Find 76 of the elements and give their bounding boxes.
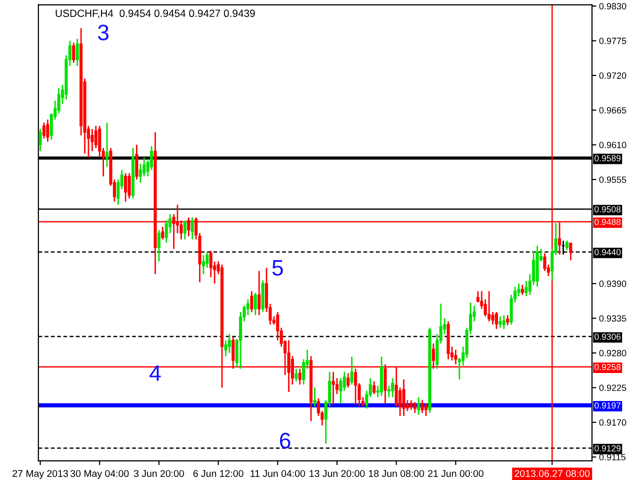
y-tick-label: 0.9170 <box>599 419 626 426</box>
y-tick-label: 0.9225 <box>599 384 626 391</box>
candlestick <box>387 385 390 398</box>
ref-line-label: 0.9488 <box>594 218 621 226</box>
candlestick <box>161 226 164 240</box>
candlestick <box>294 368 298 382</box>
y-tick-label: 0.9830 <box>599 3 626 10</box>
candlestick <box>391 377 394 398</box>
candlestick <box>346 372 350 388</box>
candlestick <box>105 122 109 168</box>
candlestick <box>157 229 160 262</box>
candlestick <box>332 371 335 406</box>
candlestick <box>372 380 376 395</box>
y-tick-label: 0.9390 <box>599 280 626 287</box>
candlestick <box>313 386 316 408</box>
candlestick <box>124 172 128 202</box>
candlestick <box>72 42 76 64</box>
annotation: 4 <box>150 365 161 381</box>
x-tick-label: 13 Jun 20:00 <box>310 470 365 477</box>
y-tick-label: 0.9665 <box>599 107 626 114</box>
x-tick-label: 21 Jun 00:00 <box>428 470 484 477</box>
candlestick <box>128 172 131 200</box>
candlestick <box>76 38 79 67</box>
candlestick <box>94 125 98 149</box>
candlestick <box>202 254 205 275</box>
candlestick <box>502 314 506 330</box>
candlestick <box>42 122 46 140</box>
candlestick <box>506 314 510 326</box>
candlestick <box>46 118 50 142</box>
candlestick <box>417 396 420 416</box>
candlestick <box>250 290 254 313</box>
x-tick-label: 11 Jun 04:00 <box>250 470 306 477</box>
candlestick <box>135 144 138 180</box>
candlestick <box>228 333 231 354</box>
x-tick-label: 3 Jun 20:00 <box>134 470 184 477</box>
candlestick <box>498 316 502 328</box>
x-tick-label: 27 May 2013 <box>12 470 68 479</box>
candlestick <box>424 402 428 417</box>
y-tick-label: 0.9335 <box>599 315 626 322</box>
candlestick <box>254 292 257 316</box>
candlestick <box>402 378 406 417</box>
ref-line-label: 0.9589 <box>594 155 621 162</box>
candlestick <box>520 284 524 296</box>
y-tick-label: 0.9720 <box>599 72 626 79</box>
candlestick <box>420 400 424 414</box>
candlestick <box>183 220 186 240</box>
y-tick-label: 0.9610 <box>599 142 626 148</box>
candlestick <box>569 242 572 261</box>
y-tick-label: 0.9555 <box>599 176 626 183</box>
ref-line-label: 0.9197 <box>594 402 621 409</box>
y-tick-label: 0.9115 <box>599 454 626 460</box>
candlestick <box>413 401 416 414</box>
ref-line-label: 0.9306 <box>594 334 621 340</box>
annotation: 6 <box>280 432 290 448</box>
x-tick-label: 30 May 04:00 <box>70 470 129 479</box>
y-tick-label: 0.9775 <box>599 38 626 44</box>
candlestick <box>410 400 413 410</box>
candlestick <box>543 252 546 272</box>
x-tick-label: 6 Jun 12:00 <box>193 470 244 477</box>
y-tick-label: 0.9280 <box>599 350 626 356</box>
candlestick <box>565 240 568 251</box>
candlestick <box>38 128 42 152</box>
ref-line-label: 0.9258 <box>594 364 621 370</box>
candlestick <box>258 270 261 316</box>
annotation: 3 <box>98 24 109 40</box>
ref-line-label: 0.9508 <box>594 206 621 212</box>
x-tick-label: 18 Jun 08:00 <box>368 470 424 477</box>
annotation: 5 <box>272 260 283 276</box>
candlestick <box>350 356 354 386</box>
candlestick <box>494 311 498 330</box>
chart-title: USDCHF,H4 0.9454 0.9454 0.9427 0.9439 <box>56 10 255 18</box>
ref-line-label: 0.9440 <box>594 249 621 256</box>
x-tick-label: 2013.06.27 08:00 <box>514 470 590 477</box>
ref-line-label: 0.9129 <box>594 445 621 452</box>
candlestick <box>488 290 491 322</box>
candlestick <box>190 216 194 240</box>
